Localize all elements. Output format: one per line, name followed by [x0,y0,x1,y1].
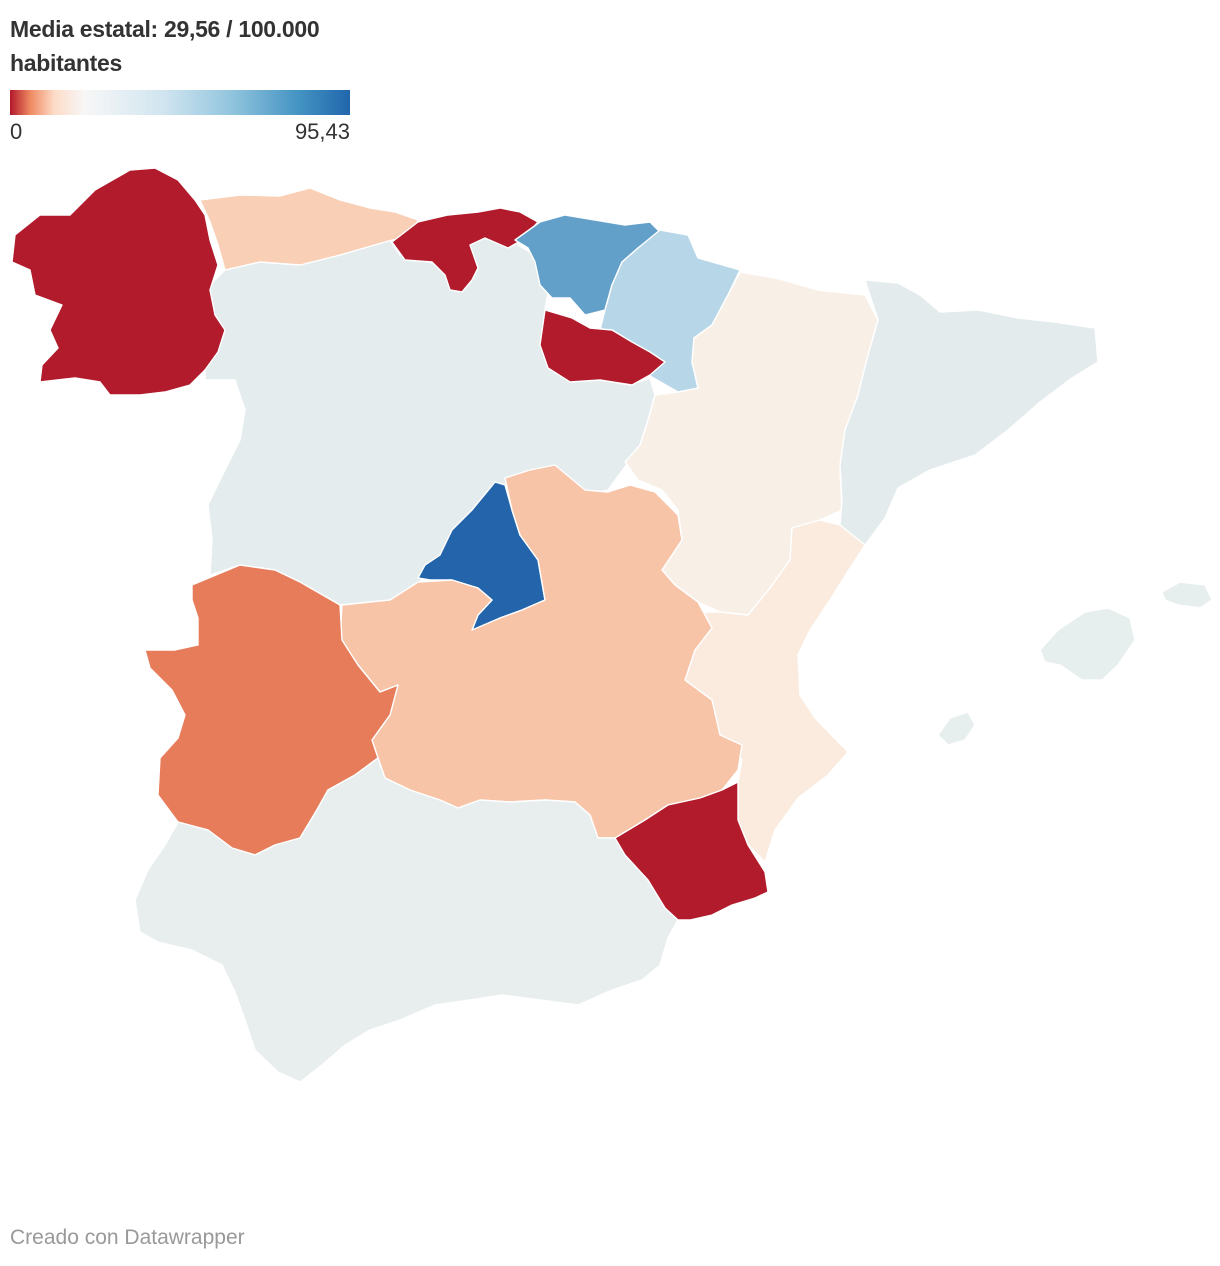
region-cataluna[interactable] [839,279,1099,546]
legend-min-label: 0 [10,119,23,144]
legend-color-scale [10,90,350,115]
map-legend: Media estatal: 29,56 / 100.000 habitante… [10,12,350,145]
legend-title: Media estatal: 29,56 / 100.000 habitante… [10,16,320,76]
region-cantabria[interactable] [391,207,539,293]
region-andalucia[interactable] [134,757,679,1083]
region-murcia[interactable] [614,781,769,921]
legend-labels: 0 95,43 [10,119,350,145]
region-la-rioja[interactable] [539,309,666,386]
region-islas-baleares-mallorca[interactable] [1039,607,1136,681]
credit-footer: Creado con Datawrapper [10,1226,245,1249]
region-islas-baleares-menorca[interactable] [1161,581,1213,609]
region-islas-baleares-ibiza[interactable] [937,711,976,746]
region-galicia[interactable] [11,167,226,396]
legend-max-label: 95,43 [294,119,350,144]
